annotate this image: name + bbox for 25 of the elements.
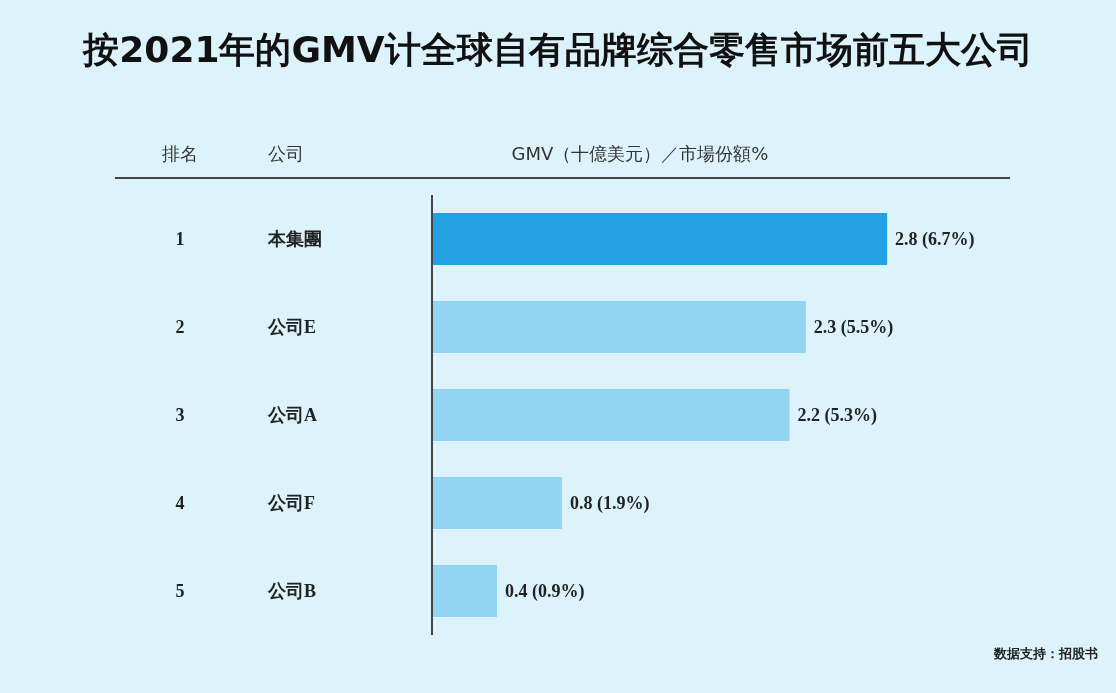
text: 排名 xyxy=(161,142,199,166)
text: 4 xyxy=(175,493,185,513)
data-label: 0.4 (0.9%) xyxy=(505,581,585,603)
bar xyxy=(432,389,790,441)
bar xyxy=(432,565,498,617)
y-tick-label: 公司A xyxy=(267,405,317,425)
text: 1 xyxy=(175,229,185,249)
data-label: 2.3 (5.5%) xyxy=(813,317,894,339)
y-tick-label: 公司F xyxy=(267,493,315,513)
text: 公司 xyxy=(268,142,304,166)
text: 数据支持：招股书 xyxy=(994,645,1098,663)
x-axis-title: GMV（十億美元）／市場份額% xyxy=(510,142,770,166)
text: 5 xyxy=(175,581,185,601)
text: 3 xyxy=(175,405,185,425)
y-tick-label: 本集團 xyxy=(267,229,322,249)
text: 2 xyxy=(175,317,185,337)
data-label: 0.8 (1.9%) xyxy=(570,493,650,515)
y-tick-label: 公司E xyxy=(267,317,317,337)
bar xyxy=(432,477,563,529)
chart-title: 按2021年的GMV计全球自有品牌综合零售市场前五大公司 xyxy=(81,28,1034,72)
bar xyxy=(432,213,888,265)
data-label: 2.8 (6.7%) xyxy=(895,229,975,251)
y-tick-label: 公司B xyxy=(267,581,317,601)
bar xyxy=(432,301,806,353)
data-label: 2.2 (5.3%) xyxy=(797,405,878,427)
